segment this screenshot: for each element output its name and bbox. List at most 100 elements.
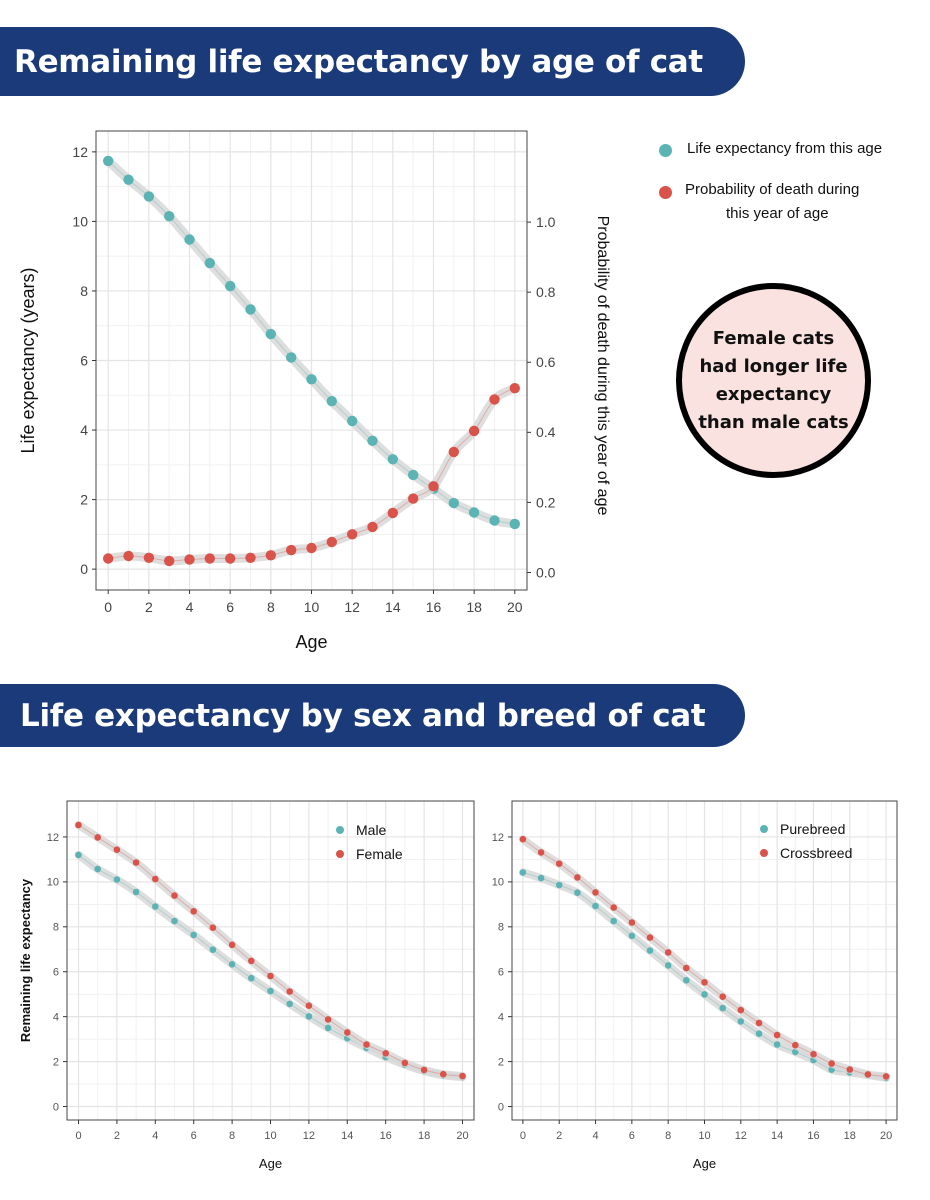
x-tick-label: 16 [426, 599, 442, 615]
data-point-crossbreed-3 [574, 874, 581, 881]
data-point-crossbreed-2 [555, 860, 563, 867]
x-tick-label: 4 [152, 1130, 158, 1142]
data-point-life-expectancy-from-this-age-4 [184, 234, 195, 245]
y-tick-label: 12 [47, 832, 59, 844]
x-tick-label: 20 [507, 599, 523, 615]
data-point-purebreed-5 [610, 917, 617, 925]
data-point-crossbreed-0 [519, 835, 527, 843]
data-point-life-expectancy-from-this-age-20 [509, 518, 520, 530]
data-point-probability-of-death-during-this-year-of-age-5 [204, 553, 215, 564]
plot-frame [66, 800, 475, 1121]
data-point-probability-of-death-during-this-year-of-age-10 [306, 542, 317, 554]
data-point-crossbreed-20 [882, 1073, 890, 1080]
y-tick-label: 2 [80, 491, 88, 507]
x-tick-label: 20 [456, 1130, 468, 1142]
y-tick-label: 6 [53, 967, 59, 979]
legend-label-death-line1: Probability of death during [685, 181, 860, 198]
data-point-male-5 [171, 917, 178, 925]
data-point-probability-of-death-during-this-year-of-age-15 [408, 493, 419, 504]
data-point-male-13 [324, 1024, 332, 1032]
x-tick-label: 2 [145, 599, 153, 615]
y-tick-label: 10 [47, 877, 59, 889]
y-tick-label: 8 [498, 922, 504, 934]
data-point-male-10 [267, 987, 274, 995]
x-tick-label: 18 [844, 1130, 856, 1142]
legend-dot-male-icon [336, 826, 344, 834]
data-point-male-9 [248, 974, 255, 982]
data-point-probability-of-death-during-this-year-of-age-9 [286, 544, 297, 556]
data-point-male-0 [75, 851, 82, 859]
y2-tick-label: 0.4 [536, 424, 556, 440]
y-tick-label: 2 [498, 1056, 504, 1068]
data-point-female-6 [190, 908, 197, 915]
data-point-probability-of-death-during-this-year-of-age-8 [265, 550, 276, 561]
data-point-female-13 [324, 1016, 332, 1023]
x-tick-label: 8 [665, 1130, 671, 1142]
x-tick-label: 10 [264, 1130, 276, 1142]
data-point-probability-of-death-during-this-year-of-age-4 [184, 554, 195, 565]
x-tick-label: 4 [592, 1130, 598, 1142]
callout-circle: Female cats had longer life expectancy t… [676, 283, 871, 478]
data-point-female-18 [420, 1066, 428, 1074]
data-point-probability-of-death-during-this-year-of-age-14 [387, 507, 398, 519]
data-point-purebreed-4 [592, 902, 599, 910]
data-point-life-expectancy-from-this-age-10 [306, 374, 317, 385]
x-tick-label: 20 [880, 1130, 892, 1142]
data-point-female-12 [305, 1002, 313, 1009]
y2-tick-label: 0.2 [536, 494, 556, 510]
y-tick-label: 12 [492, 832, 504, 844]
data-point-female-17 [401, 1059, 409, 1067]
data-point-purebreed-7 [646, 947, 654, 954]
plot-frame [95, 130, 528, 591]
legend-label-male: Male [356, 822, 387, 838]
legend-dot-female-icon [336, 850, 344, 858]
y-tick-label: 0 [80, 561, 88, 577]
data-point-probability-of-death-during-this-year-of-age-12 [347, 529, 358, 540]
data-point-female-14 [344, 1029, 351, 1036]
y-axis-title: Remaining life expectancy [18, 878, 33, 1042]
legend-item-life-expectancy: Life expectancy from this age [656, 138, 926, 162]
y-tick-label: 10 [72, 213, 88, 229]
data-point-probability-of-death-during-this-year-of-age-1 [123, 550, 134, 562]
data-point-probability-of-death-during-this-year-of-age-11 [326, 536, 337, 548]
x-tick-label: 12 [735, 1130, 747, 1142]
chart-1: 0 2 4 6 8 10 12 14 16 18 20 0 2 4 6 8 10 12 0.0 0.2 0.4 0.6 0.… [18, 130, 611, 652]
x-tick-label: 6 [191, 1130, 197, 1142]
data-point-life-expectancy-from-this-age-13 [367, 435, 378, 446]
data-point-life-expectancy-from-this-age-8 [265, 328, 276, 340]
data-point-probability-of-death-during-this-year-of-age-19 [489, 394, 500, 405]
data-point-female-10 [267, 972, 274, 980]
data-point-female-11 [286, 988, 294, 995]
data-point-male-2 [113, 876, 121, 883]
x-tick-label: 18 [466, 599, 482, 615]
data-point-probability-of-death-during-this-year-of-age-20 [509, 383, 520, 394]
legend-label-female: Female [356, 846, 403, 862]
data-point-probability-of-death-during-this-year-of-age-13 [367, 521, 378, 533]
data-point-crossbreed-6 [628, 919, 636, 926]
data-point-life-expectancy-from-this-age-14 [387, 454, 398, 465]
data-point-purebreed-11 [719, 1004, 726, 1012]
chart-2: 0 2 4 6 8 10 12 14 16 18 20 0 2 4 6 8 10 12 Age Remaining l… [18, 800, 475, 1171]
data-point-purebreed-13 [755, 1030, 763, 1037]
y-tick-label: 10 [492, 877, 504, 889]
x-axis-title: Age [259, 1156, 282, 1171]
data-point-probability-of-death-during-this-year-of-age-16 [428, 481, 439, 492]
y-tick-label: 4 [80, 422, 88, 438]
x-tick-label: 16 [380, 1130, 392, 1142]
y-axis-title: Life expectancy (years) [18, 267, 38, 453]
data-point-crossbreed-10 [701, 979, 708, 986]
data-point-purebreed-0 [519, 869, 527, 876]
x-tick-label: 6 [226, 599, 234, 615]
x-tick-label: 2 [556, 1130, 562, 1142]
x-tick-label: 12 [344, 599, 360, 615]
data-point-female-3 [132, 859, 140, 866]
x-tick-label: 0 [104, 599, 112, 615]
y-tick-label: 8 [80, 283, 88, 299]
y-tick-label: 0 [53, 1101, 59, 1113]
data-point-crossbreed-16 [810, 1050, 817, 1058]
data-point-probability-of-death-during-this-year-of-age-17 [448, 446, 459, 458]
x-tick-label: 0 [520, 1130, 526, 1142]
data-point-crossbreed-9 [683, 964, 690, 972]
teal-dot-icon [659, 144, 672, 157]
